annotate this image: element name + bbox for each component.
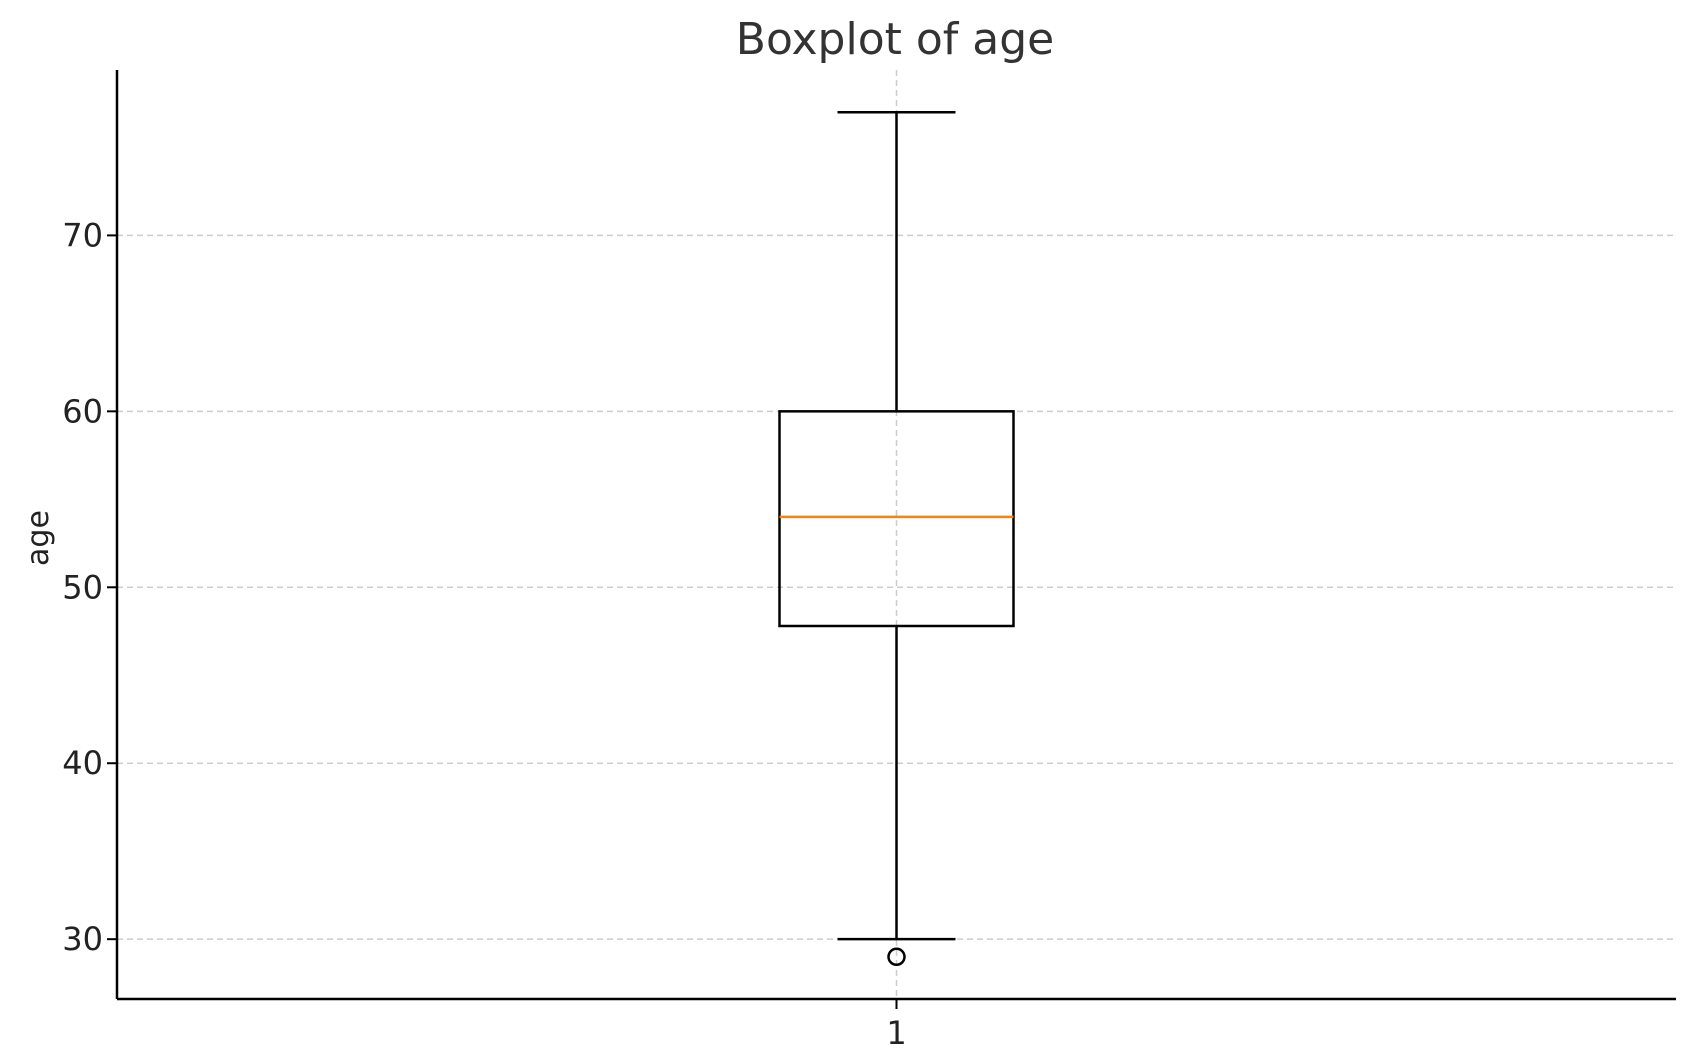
- marks-layer: [778, 110, 1015, 967]
- outlier-point: [887, 947, 906, 967]
- y-axis-label: age: [21, 510, 56, 566]
- iqr-box: [778, 410, 1015, 628]
- x-tick-label: 1: [886, 1014, 906, 1052]
- y-tick-label: 60: [62, 392, 103, 430]
- y-tick-label: 40: [62, 744, 103, 782]
- y-tick-label: 30: [62, 920, 103, 958]
- labels-layer: Boxplot of age age 30 40 50 60 70 1: [21, 14, 1054, 1052]
- chart-title: Boxplot of age: [736, 14, 1054, 65]
- y-tick-label: 70: [62, 216, 103, 254]
- axes-layer: [107, 70, 1676, 1009]
- y-tick-label: 50: [62, 568, 103, 606]
